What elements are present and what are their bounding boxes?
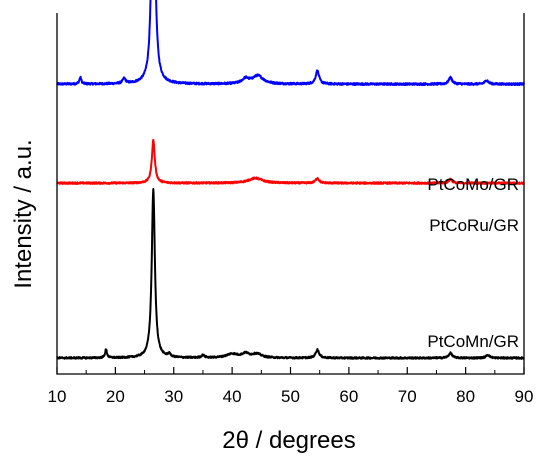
x-tick-label: 70 [398,387,417,406]
x-tick-label: 30 [164,387,183,406]
x-ticks [56,367,525,374]
series-label: PtCoMn/GR [427,332,519,351]
x-tick-label: 80 [456,387,475,406]
x-tick-label: 40 [223,387,242,406]
x-tick-labels: 10 20 30 40 50 60 70 80 90 [48,387,534,406]
series-traces [56,0,525,360]
x-axis-title: 2θ / degrees [222,427,355,454]
x-tick-label: 50 [281,387,300,406]
series-line-ptcomo-gr [56,0,525,87]
series-label: PtCoMo/GR [427,175,519,194]
x-tick-label: 90 [515,387,534,406]
x-tick-label: 10 [48,387,67,406]
series-line-ptcoru-gr [56,138,525,185]
series-line-ptcomn-gr [56,187,525,360]
x-tick-label: 20 [106,387,125,406]
series-label: PtCoRu/GR [429,216,519,235]
series-labels: PtCoMo/GR PtCoRu/GR PtCoMn/GR [427,175,519,351]
y-axis-title: Intensity / a.u. [10,139,37,288]
axes: 10 20 30 40 50 60 70 80 90 [48,13,534,406]
x-tick-label: 60 [339,387,358,406]
